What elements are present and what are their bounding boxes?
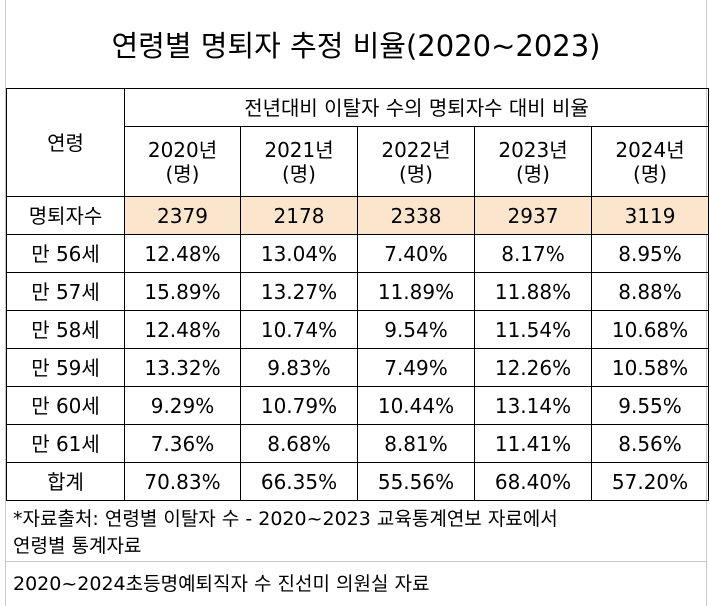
table-cell: 9.54%	[357, 310, 475, 349]
table-cell: 13.27%	[240, 272, 358, 311]
table-cell: 8.95%	[590, 234, 710, 273]
table-cell: 2178	[240, 196, 358, 235]
header-group: 전년대비 이탈자 수의 명퇴자수 대비 비율	[123, 88, 710, 127]
table-row: 만 59세 13.32% 9.83% 7.49% 12.26% 10.58%	[6, 348, 710, 387]
header-year: 2022년 (명)	[357, 126, 475, 197]
table-cell: 3119	[590, 196, 710, 235]
table-row: 만 58세 12.48% 10.74% 9.54% 11.54% 10.68%	[6, 310, 710, 349]
table-cell: 12.26%	[474, 348, 592, 387]
table-cell: 11.88%	[474, 272, 592, 311]
table-cell: 12.48%	[124, 234, 241, 273]
header-row-group: 연령 전년대비 이탈자 수의 명퇴자수 대비 비율	[6, 88, 710, 197]
row-label: 명퇴자수	[6, 196, 125, 235]
table-cell: 10.79%	[240, 386, 358, 425]
table-cell: 8.17%	[474, 234, 592, 273]
table-cell: 11.89%	[357, 272, 475, 311]
table-cell: 8.56%	[590, 424, 710, 463]
table-cell: 55.56%	[357, 462, 475, 501]
table-cell: 2937	[474, 196, 592, 235]
header-year: 2023년 (명)	[474, 126, 592, 197]
table-cell: 13.32%	[124, 348, 241, 387]
header-age: 연령	[6, 88, 125, 197]
table-cell: 66.35%	[240, 462, 358, 501]
table-cell: 10.58%	[590, 348, 710, 387]
table-row: 만 56세 12.48% 13.04% 7.40% 8.17% 8.95%	[6, 234, 710, 273]
source-line: 2020~2024초등명예퇴직자 수 진선미 의원실 자료	[13, 573, 430, 595]
header-year: 2024년 (명)	[590, 126, 710, 197]
table-cell: 9.83%	[240, 348, 358, 387]
table-cell: 7.40%	[357, 234, 475, 273]
row-label: 만 60세	[6, 386, 125, 425]
source-line: *자료출처: 연령별 이탈자 수 - 2020~2023 교육통계연보 자료에서	[13, 508, 558, 530]
table-cell: 7.49%	[357, 348, 475, 387]
table-row: 만 60세 9.29% 10.79% 10.44% 13.14% 9.55%	[6, 386, 710, 425]
table-cell: 10.68%	[590, 310, 710, 349]
row-label: 만 58세	[6, 310, 125, 349]
row-label: 만 56세	[6, 234, 125, 273]
source-note: *자료출처: 연령별 이탈자 수 - 2020~2023 교육통계연보 자료에서…	[6, 500, 706, 562]
header-year: 2020년 (명)	[124, 126, 241, 197]
table-cell: 8.81%	[357, 424, 475, 463]
table-cell: 57.20%	[590, 462, 710, 501]
table-cell: 9.29%	[124, 386, 241, 425]
table-cell: 11.41%	[474, 424, 592, 463]
table-cell: 8.68%	[240, 424, 358, 463]
data-table: 연령 전년대비 이탈자 수의 명퇴자수 대비 비율 2020년 (명) 2021년…	[6, 88, 710, 501]
header-row-years: 2020년 (명) 2021년 (명) 2022년 (명) 2023년 (명) 2024…	[7, 126, 710, 197]
table-cell: 8.88%	[590, 272, 710, 311]
header-year: 2021년 (명)	[240, 126, 358, 197]
table-cell: 13.04%	[240, 234, 358, 273]
page-title: 연령별 명퇴자 추정 비율(2020~2023)	[111, 29, 601, 63]
row-label: 만 59세	[6, 348, 125, 387]
table-cell: 2338	[357, 196, 475, 235]
table-row: 만 57세 15.89% 13.27% 11.89% 11.88% 8.88%	[6, 272, 710, 311]
table-cell: 9.55%	[590, 386, 710, 425]
table-cell: 11.54%	[474, 310, 592, 349]
table-row: 만 61세 7.36% 8.68% 8.81% 11.41% 8.56%	[6, 424, 710, 463]
table-cell: 12.48%	[124, 310, 241, 349]
row-label: 만 57세	[6, 272, 125, 311]
table-cell: 13.14%	[474, 386, 592, 425]
table-cell: 70.83%	[124, 462, 241, 501]
spreadsheet: 연령별 명퇴자 추정 비율(2020~2023) 연령 전년대비 이탈자 수의 …	[5, 0, 710, 606]
table-cell: 15.89%	[124, 272, 241, 311]
table-cell: 2379	[124, 196, 241, 235]
table-cell: 10.44%	[357, 386, 475, 425]
table-row-total: 합계 70.83% 66.35% 55.56% 68.40% 57.20%	[6, 462, 710, 501]
source-line: 연령별 통계자료	[13, 535, 142, 557]
table-cell: 10.74%	[240, 310, 358, 349]
table-cell: 68.40%	[474, 462, 592, 501]
row-label: 합계	[6, 462, 125, 501]
table-cell: 7.36%	[124, 424, 241, 463]
row-label: 만 61세	[6, 424, 125, 463]
table-row-retirees: 명퇴자수 2379 2178 2338 2937 3119	[6, 196, 710, 235]
